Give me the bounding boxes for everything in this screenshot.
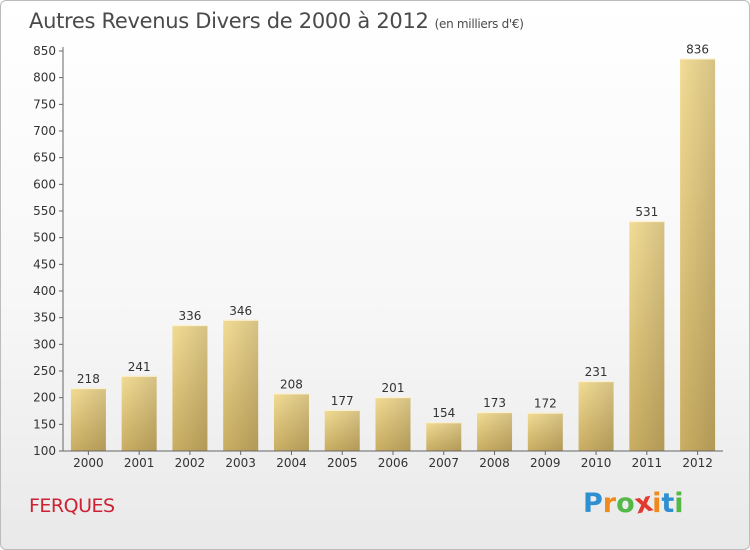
logo-letter: t xyxy=(661,488,675,519)
title-text: Autres Revenus Divers de 2000 à 2012 xyxy=(29,9,429,33)
x-tick-label: 2004 xyxy=(276,456,307,470)
x-axis: 2000 2001 2002 2003 2004 2005 2006 2007 2008 2009… xyxy=(63,450,723,470)
x-tick-label: 2010 xyxy=(581,456,612,470)
bar-value-label: 241 xyxy=(128,360,151,374)
x-tick-label: 2009 xyxy=(530,456,561,470)
chart-title: Autres Revenus Divers de 2000 à 2012 (en … xyxy=(29,9,524,33)
y-tick-label: 600 xyxy=(33,177,56,191)
y-tick-label: 850 xyxy=(33,44,56,58)
place-name: FERQUES xyxy=(29,495,115,517)
bar-value-label: 154 xyxy=(432,406,455,420)
y-tick-label: 550 xyxy=(33,204,56,218)
y-axis: 100 150 200 250 300 350 400 450 500 550 600 650 700 7… xyxy=(33,44,64,458)
chart-subtitle: (en milliers d'€) xyxy=(434,17,524,31)
y-tick-label: 350 xyxy=(33,311,56,325)
x-tick-label: 2001 xyxy=(124,456,155,470)
bar-group: 218 xyxy=(70,372,106,451)
bars: 218 241 336 346 208 177 201 154 173 172 231 531 836 xyxy=(70,42,716,451)
bar-value-label: 173 xyxy=(483,396,506,410)
y-tick-label: 250 xyxy=(33,364,56,378)
x-tick-label: 2008 xyxy=(479,456,510,470)
bar-shade xyxy=(324,409,360,451)
bar-shade xyxy=(426,422,462,451)
x-tick-label: 2007 xyxy=(428,456,459,470)
y-tick-label: 500 xyxy=(33,231,56,245)
bar-group: 177 xyxy=(324,394,360,451)
bar-value-label: 336 xyxy=(178,309,201,323)
y-tick-label: 800 xyxy=(33,71,56,85)
bar-shade xyxy=(527,412,563,451)
logo-letter: i xyxy=(674,488,684,519)
y-tick-label: 750 xyxy=(33,97,56,111)
bar-value-label: 346 xyxy=(229,304,252,318)
bar-value-label: 208 xyxy=(280,377,303,391)
x-tick-label: 2003 xyxy=(225,456,256,470)
bar-group: 241 xyxy=(121,360,157,451)
bar-group: 172 xyxy=(527,397,563,451)
bar-shade xyxy=(273,393,309,451)
y-tick-label: 150 xyxy=(33,417,56,431)
x-tick-label: 2000 xyxy=(73,456,104,470)
y-tick-label: 200 xyxy=(33,391,56,405)
bar-shade xyxy=(629,221,665,451)
bar-value-label: 836 xyxy=(686,42,709,56)
bar-value-label: 172 xyxy=(534,397,557,411)
bar-group: 154 xyxy=(426,406,462,451)
bar-group: 208 xyxy=(273,377,309,451)
bar-value-label: 218 xyxy=(77,372,100,386)
y-tick-label: 100 xyxy=(33,444,56,458)
bar-value-label: 531 xyxy=(635,205,658,219)
y-tick-label: 400 xyxy=(33,284,56,298)
y-tick-label: 700 xyxy=(33,124,56,138)
bar-group: 231 xyxy=(578,365,614,451)
bar-shade xyxy=(223,319,259,451)
bar-group: 173 xyxy=(477,396,513,451)
logo-letter: P xyxy=(583,488,603,519)
bar-group: 201 xyxy=(375,381,411,451)
bar-shade xyxy=(172,325,208,451)
bar-shade xyxy=(680,58,716,451)
x-tick-label: 2006 xyxy=(378,456,409,470)
bar-group: 346 xyxy=(223,304,259,451)
y-tick-label: 650 xyxy=(33,151,56,165)
bar-value-label: 201 xyxy=(382,381,405,395)
bar-group: 336 xyxy=(172,309,208,451)
bar-value-label: 177 xyxy=(331,394,354,408)
bar-group: 836 xyxy=(680,42,716,451)
x-tick-label: 2002 xyxy=(175,456,206,470)
logo-letter: i xyxy=(652,488,662,519)
bar-shade xyxy=(578,381,614,451)
bar-shade xyxy=(70,388,106,451)
bar-shade xyxy=(477,412,513,451)
proxiti-logo: Proxiti xyxy=(583,487,684,521)
logo-letter: r xyxy=(602,488,617,519)
y-tick-label: 450 xyxy=(33,257,56,271)
y-tick-label: 300 xyxy=(33,337,56,351)
bar-shade xyxy=(121,375,157,451)
x-tick-label: 2011 xyxy=(632,456,663,470)
bar-shade xyxy=(375,397,411,451)
logo-letter: o xyxy=(616,488,635,519)
x-tick-label: 2012 xyxy=(682,456,713,470)
x-tick-label: 2005 xyxy=(327,456,358,470)
bar-value-label: 231 xyxy=(585,365,608,379)
bar-group: 531 xyxy=(629,205,665,451)
